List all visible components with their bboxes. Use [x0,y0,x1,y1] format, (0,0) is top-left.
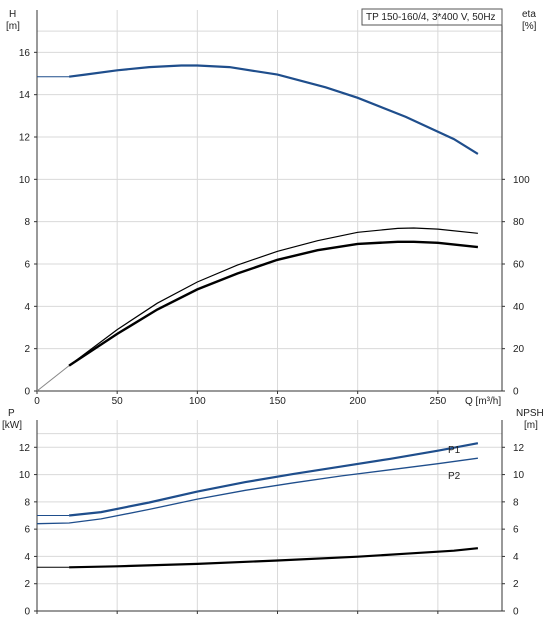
x-tick-label: 0 [34,396,40,407]
efficiency-curve-start [36,365,70,392]
bottom-left-tick-label: 4 [24,552,30,563]
bottom-right-tick-label: 2 [513,579,519,590]
series-label-p2: P2 [448,471,461,482]
top-right-tick-label: 40 [513,302,525,313]
top-chart-labels: H [m] eta [%] TP 150-160/4, 3*400 V, 50H… [6,9,537,407]
chart-title: TP 150-160/4, 3*400 V, 50Hz [366,12,496,23]
bottom-chart-labels: P [kW] NPSH [m] P1 P2 0 2 4 6 8 10 12 0 2 4 6 8 10 12 [2,408,544,618]
x-tick-label: 250 [430,396,447,407]
top-right-axis-unit: [%] [522,21,537,32]
top-left-tick-label: 8 [24,217,30,228]
top-left-tick-label: 12 [19,133,31,144]
npsh-curve [69,547,479,569]
top-left-tick-label: 0 [24,387,30,398]
x-tick-label: 50 [112,396,124,407]
head-curve [68,64,479,155]
top-right-tick-label: 100 [513,175,530,186]
top-chart-axes [34,10,505,394]
efficiency-motor-curve [68,240,479,367]
bottom-chart-series [36,442,479,569]
top-left-tick-label: 14 [19,90,31,101]
bottom-left-tick-label: 2 [24,579,30,590]
bottom-right-tick-label: 10 [513,470,525,481]
p2-curve [36,457,478,525]
title-box [361,8,503,26]
top-left-tick-label: 4 [24,302,30,313]
top-left-axis-label: H [9,9,16,20]
top-right-tick-label: 20 [513,344,525,355]
bottom-left-tick-label: 0 [24,607,30,618]
bottom-left-tick-label: 12 [19,443,31,454]
bottom-left-tick-label: 8 [24,497,30,508]
series-label-p1: P1 [448,445,461,456]
bottom-right-tick-label: 8 [513,497,519,508]
bottom-left-axis-unit: [kW] [2,420,22,431]
x-tick-label: 100 [189,396,206,407]
p1-curve [68,442,479,517]
bottom-right-axis-unit: [m] [524,420,538,431]
efficiency-curve [68,227,478,367]
top-right-tick-label: 0 [513,387,519,398]
top-left-tick-label: 6 [24,260,30,271]
bottom-left-tick-label: 10 [19,470,31,481]
top-right-tick-label: 80 [513,217,525,228]
x-axis-label: Q [m³/h] [465,396,501,407]
bottom-left-axis-label: P [8,408,15,419]
bottom-chart-grid [37,420,502,611]
top-chart-grid [37,10,502,391]
x-tick-label: 200 [349,396,366,407]
bottom-right-tick-label: 4 [513,552,519,563]
top-left-tick-label: 10 [19,175,31,186]
top-left-axis-unit: [m] [6,21,20,32]
bottom-right-axis-label: NPSH [516,408,544,419]
bottom-right-tick-label: 6 [513,525,519,536]
top-right-tick-label: 60 [513,260,525,271]
top-chart-series [36,64,479,392]
bottom-right-tick-label: 12 [513,443,525,454]
bottom-chart-axes [34,420,505,614]
bottom-left-tick-label: 6 [24,525,30,536]
x-tick-label: 150 [269,396,286,407]
top-left-tick-label: 2 [24,344,30,355]
top-right-axis-label: eta [522,9,536,20]
bottom-right-tick-label: 0 [513,607,519,618]
top-left-tick-label: 16 [19,48,31,59]
